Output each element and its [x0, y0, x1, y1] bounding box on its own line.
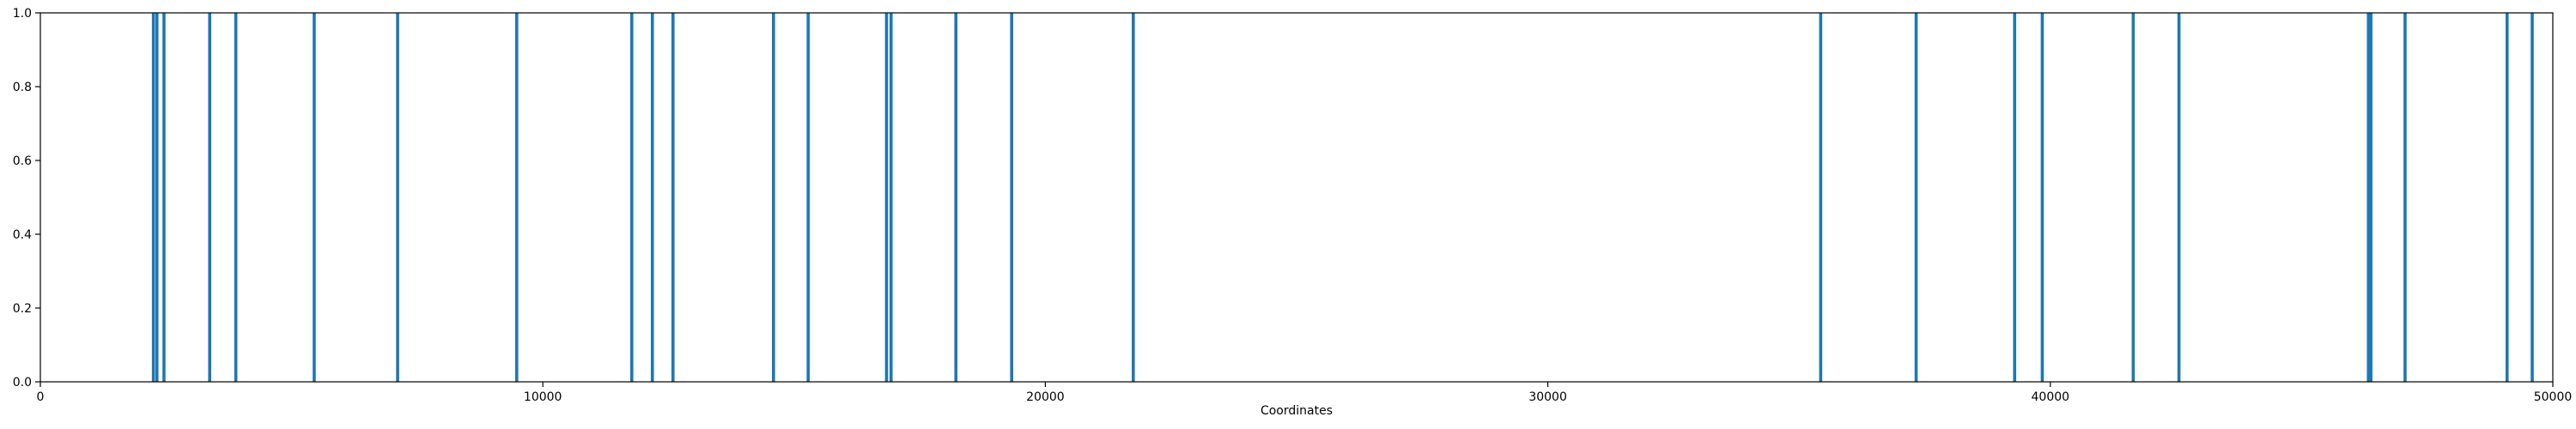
y-axis-ticks: 0.0 0.2 0.4 0.6 0.8 1.0: [13, 7, 40, 390]
y-tick-label: 0.6: [13, 154, 32, 168]
plot-area: [40, 13, 2553, 382]
bar: [396, 13, 399, 382]
x-axis-label: Coordinates: [1261, 404, 1333, 418]
bar: [162, 13, 166, 382]
bar: [1819, 13, 1823, 382]
x-tick-label: 30000: [1528, 390, 1567, 404]
bar: [155, 13, 159, 382]
bar: [629, 13, 634, 382]
x-tick-label: 20000: [1026, 390, 1065, 404]
bar: [208, 13, 212, 382]
bar: [234, 13, 238, 382]
bar: [2530, 13, 2534, 382]
y-tick-label: 0.0: [13, 376, 32, 390]
data-marks: [151, 13, 2534, 382]
bar: [2366, 13, 2371, 382]
bar: [889, 13, 893, 382]
x-axis-ticks: 0 10000 20000 30000 40000 50000: [37, 382, 2573, 404]
y-tick-label: 0.2: [13, 302, 32, 316]
bar: [1914, 13, 1918, 382]
bar: [2131, 13, 2136, 382]
bar: [514, 13, 519, 382]
y-tick-label: 1.0: [13, 7, 32, 21]
x-tick-label: 50000: [2534, 390, 2573, 404]
x-tick-label: 10000: [524, 390, 562, 404]
bar: [772, 13, 775, 382]
y-tick-label: 0.8: [13, 81, 32, 94]
bar: [671, 13, 675, 382]
bar: [2177, 13, 2181, 382]
axes-frame: [39, 12, 2554, 383]
x-tick-label: 0: [37, 390, 45, 404]
bar: [2403, 13, 2407, 382]
bar: [650, 13, 654, 382]
y-tick-label: 0.4: [13, 228, 32, 242]
x-tick-label: 40000: [2032, 390, 2070, 404]
bar: [954, 13, 958, 382]
bar: [1132, 13, 1135, 382]
bar: [2040, 13, 2044, 382]
bar: [2505, 13, 2509, 382]
bar: [313, 13, 316, 382]
bar: [151, 13, 155, 382]
bar: [884, 13, 889, 382]
bar: [1010, 13, 1013, 382]
bar: [2369, 13, 2372, 382]
bar: [2013, 13, 2017, 382]
bar: [806, 13, 810, 382]
